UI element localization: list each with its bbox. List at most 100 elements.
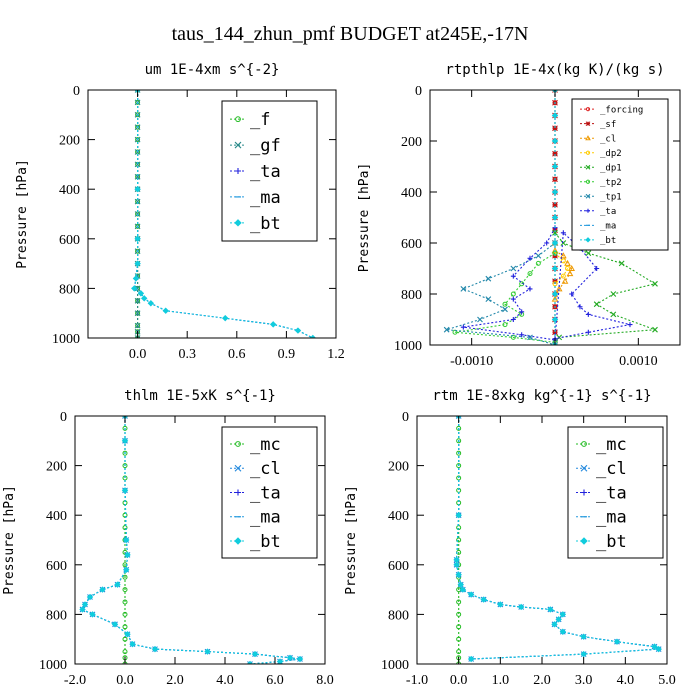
plot-frame — [74, 415, 326, 665]
legend-label: _cl — [596, 459, 627, 479]
y-tick-label: 0 — [415, 84, 422, 99]
data-point — [452, 329, 458, 335]
legend-label: _ma — [596, 508, 627, 528]
data-point — [456, 649, 462, 655]
data-point — [122, 525, 128, 531]
data-point — [137, 290, 145, 297]
y-axis-label: Pressure [hPa] — [357, 163, 372, 273]
x-tick-label: -0.0010 — [450, 354, 493, 369]
x-tick-label: 8.0 — [316, 673, 334, 688]
data-point — [134, 335, 141, 338]
x-tick-label: 4.0 — [216, 673, 234, 688]
series-line — [81, 416, 301, 664]
legend-item: _tp2 — [580, 178, 622, 188]
data-point — [276, 658, 284, 664]
data-point — [560, 240, 567, 246]
data-point — [585, 107, 591, 112]
series-group — [443, 90, 658, 345]
data-point — [247, 661, 253, 664]
data-point — [559, 252, 567, 259]
data-point — [552, 201, 558, 208]
data-point — [535, 252, 542, 259]
series-bt — [551, 90, 559, 345]
data-point — [551, 265, 559, 272]
data-point — [135, 137, 141, 143]
series-line — [456, 416, 661, 660]
data-point — [111, 621, 119, 628]
data-point — [134, 310, 141, 317]
panel-title: thlm 1E-5xK s^{-1} — [124, 388, 276, 404]
y-tick-label: 200 — [46, 460, 67, 475]
data-point — [124, 551, 131, 559]
data-point — [610, 291, 617, 297]
data-point — [566, 270, 574, 277]
data-point — [552, 125, 558, 132]
chart-panel-2: rtpthlp 1E-4x(kg K)/(kg s) Pressure [hPa]… — [357, 62, 681, 369]
data-point — [581, 489, 587, 496]
data-point — [162, 307, 169, 314]
data-point — [460, 324, 466, 330]
data-point — [467, 591, 475, 598]
y-tick-label: 800 — [59, 282, 80, 297]
series-line — [133, 90, 314, 338]
data-point — [122, 463, 128, 469]
data-point — [551, 247, 559, 254]
data-point — [135, 124, 141, 130]
data-point — [551, 163, 559, 170]
legend-label: _forcing — [600, 105, 643, 115]
data-point — [135, 99, 141, 105]
data-point — [456, 425, 462, 431]
y-tick-label: 400 — [388, 509, 409, 524]
data-point — [585, 150, 591, 155]
data-point — [517, 603, 525, 611]
data-point — [585, 250, 592, 257]
legend-label: _ta — [596, 483, 627, 503]
data-point — [141, 295, 148, 302]
legend-label: _mc — [596, 435, 627, 455]
data-point — [477, 316, 483, 323]
legend-label: _bt — [250, 532, 281, 552]
data-point — [627, 322, 633, 328]
data-point — [122, 636, 128, 642]
data-point — [459, 586, 467, 593]
data-point — [122, 649, 128, 655]
data-point — [585, 329, 591, 335]
data-point — [580, 650, 587, 658]
data-point — [480, 596, 487, 603]
legend-item: _gf — [230, 136, 281, 156]
data-point — [510, 334, 516, 340]
x-tick-label: 2.0 — [166, 673, 184, 688]
legend-item: _ta — [230, 162, 281, 182]
data-point — [560, 230, 566, 236]
legend-item: _ma — [576, 508, 627, 528]
legend-item: _ta — [230, 483, 281, 503]
data-point — [456, 599, 462, 605]
legend-item: _ma — [230, 188, 281, 208]
data-point — [561, 277, 569, 284]
y-tick-label: 1000 — [52, 332, 80, 347]
data-point — [453, 561, 460, 569]
data-point — [547, 606, 554, 613]
data-point — [122, 599, 128, 605]
data-point — [235, 489, 241, 496]
data-point — [652, 326, 658, 333]
data-point — [552, 281, 558, 287]
data-point — [535, 260, 541, 266]
data-point — [497, 601, 504, 608]
x-tick-label: 4.0 — [617, 673, 635, 688]
series-cl — [551, 239, 576, 302]
data-point — [510, 291, 516, 297]
x-tick-label: -1.0 — [406, 673, 428, 688]
data-point — [551, 295, 559, 302]
data-point — [86, 593, 94, 601]
data-point — [519, 309, 525, 315]
data-point — [655, 645, 662, 653]
data-point — [134, 322, 141, 329]
y-tick-label: 400 — [46, 509, 67, 524]
legend-item: _ma — [580, 221, 616, 231]
legend: _forcing _sf _cl _dp2 _dp1 _tp2 _tp1 _ta _ma _bt — [571, 98, 669, 251]
data-point — [455, 511, 462, 519]
data-point — [123, 566, 130, 573]
data-point — [552, 229, 558, 236]
x-tick-label: 0.9 — [278, 347, 296, 362]
